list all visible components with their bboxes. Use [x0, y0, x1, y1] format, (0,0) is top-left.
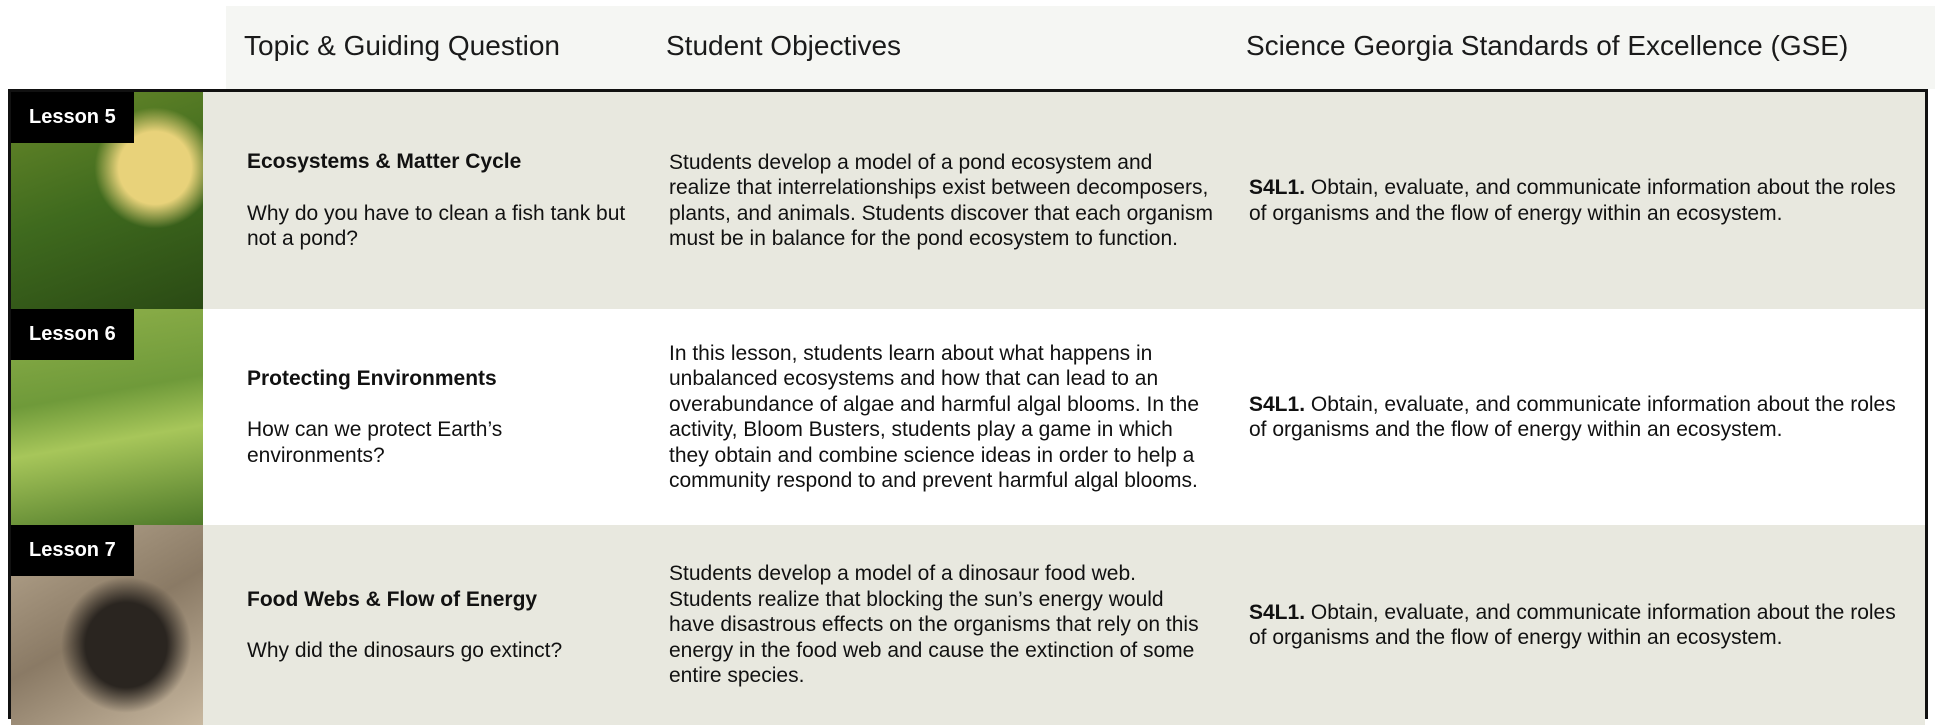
lesson-row: Lesson 6 Protecting Environments How can w… — [11, 309, 1925, 525]
lesson-table: Lesson 5 Ecosystems & Matter Cycle Why do … — [8, 89, 1928, 725]
standard-text: Obtain, evaluate, and communicate inform… — [1249, 176, 1896, 225]
header — [226, 6, 1935, 89]
lesson-row: Lesson 5 Ecosystems & Matter Cycle Why do … — [11, 92, 1925, 309]
topic-cell: Protecting Environments How can we protec… — [247, 366, 627, 469]
column-header: Topic & Guiding Question — [244, 30, 560, 61]
guiding-question: Why do you have to clean a fish tank but… — [247, 201, 626, 251]
objectives: Students develop a model of a dinosaur f… — [669, 562, 1199, 687]
lesson-label: Lesson 6 — [11, 309, 134, 360]
standard-cell: S4L1. Obtain, evaluate, and communicate … — [1249, 392, 1914, 443]
lesson-label: Lesson 5 — [11, 92, 134, 143]
topic-cell: Ecosystems & Matter Cycle Why do you have… — [247, 149, 627, 252]
lesson-label: Lesson 7 — [11, 525, 134, 576]
standard-code: S4L1. — [1249, 176, 1306, 199]
standard-text: Obtain, evaluate, and communicate inform… — [1249, 600, 1896, 650]
objectives: In this lesson, students learn about wha… — [669, 341, 1200, 493]
topic-title: Protecting Environments — [247, 366, 497, 390]
standard-cell: S4L1. Obtain, evaluate, and communicate … — [1249, 600, 1914, 651]
standard-code: S4L1. — [1249, 392, 1306, 416]
objectives: Students develop a model of a pond ecosy… — [669, 150, 1213, 251]
standard-cell: S4L1. Obtain, evaluate, and communicate … — [1249, 175, 1914, 226]
column-header: Science Georgia Standards of Excellence … — [1246, 30, 1849, 61]
column-header: Student Objectives — [666, 30, 902, 61]
standard-code: S4L1. — [1249, 600, 1306, 624]
lesson-row: Lesson 7 Food Webs & Flow of Energy Why di… — [11, 525, 1925, 725]
guiding-question: Why did the dinosaurs go extinct? — [247, 639, 563, 662]
topic-cell: Food Webs & Flow of Energy Why did the di… — [247, 587, 627, 664]
topic-title: Ecosystems & Matter Cycle — [247, 150, 522, 173]
guiding-question: How can we protect Earth’s environments? — [247, 418, 503, 467]
standard-text: Obtain, evaluate, and communicate inform… — [1249, 392, 1896, 442]
topic-title: Food Webs & Flow of Energy — [247, 587, 538, 611]
